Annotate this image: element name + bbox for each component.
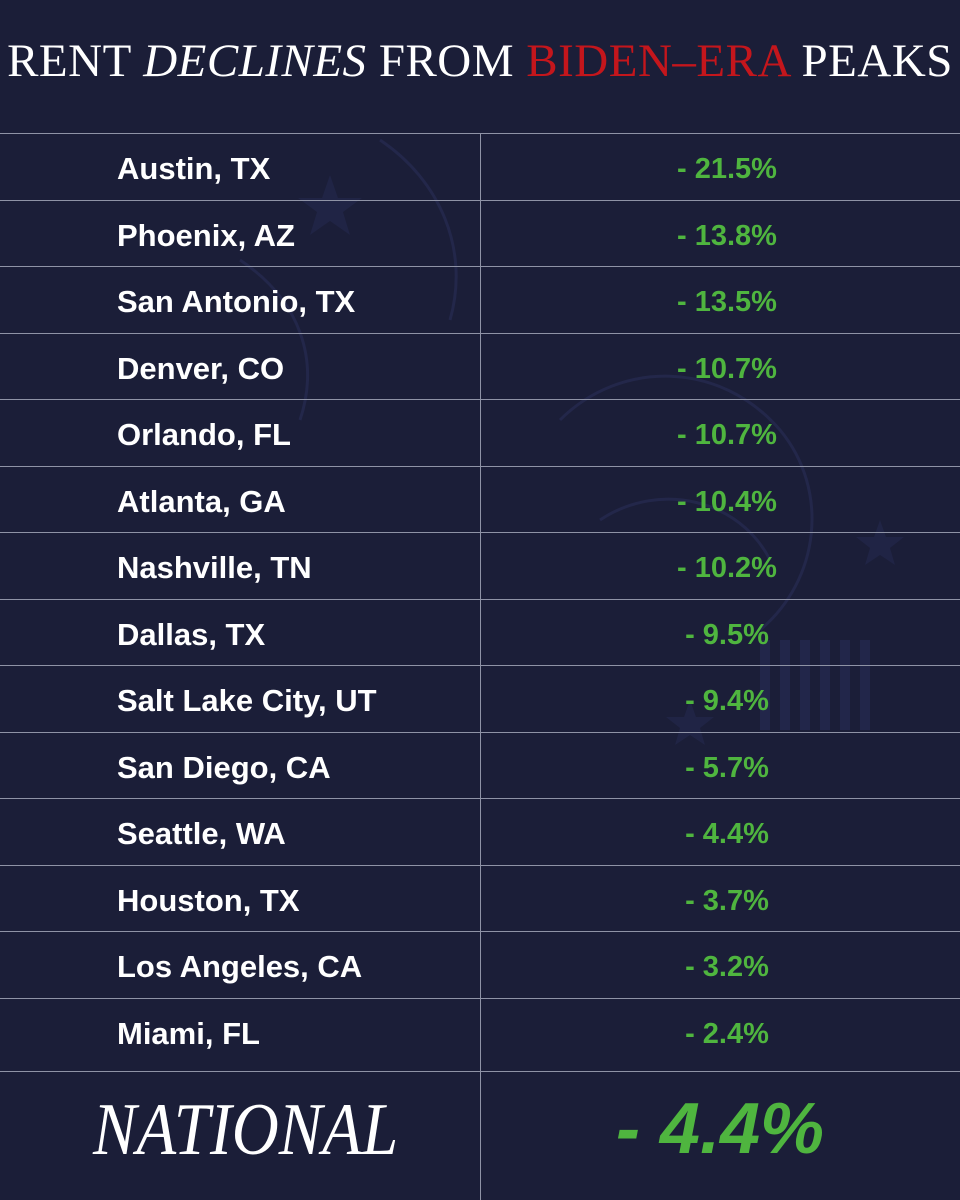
city-label: Orlando, FL — [117, 417, 291, 452]
decline-value: - 5.7% — [685, 751, 769, 784]
title-part-declines: DECLINES — [143, 35, 367, 87]
table-row: Seattle, WA - 4.4% — [0, 798, 960, 865]
city-label: Nashville, TN — [117, 550, 312, 585]
title-part-peaks: PEAKS — [789, 35, 953, 87]
city-label: Phoenix, AZ — [117, 217, 295, 253]
national-label: NATIONAL — [93, 1089, 399, 1171]
decline-value: - 2.4% — [685, 1017, 769, 1050]
decline-value: - 3.7% — [685, 884, 769, 917]
decline-value: - 10.2% — [677, 552, 777, 584]
decline-value: - 4.4% — [685, 818, 769, 850]
decline-value: - 13.5% — [677, 286, 777, 318]
city-label: Los Angeles, CA — [117, 949, 363, 984]
decline-value: - 10.7% — [677, 419, 777, 451]
city-label: Atlanta, GA — [117, 483, 286, 519]
page-title: RENT DECLINES FROM BIDEN–ERA PEAKS — [0, 38, 960, 85]
city-label: San Diego, CA — [117, 749, 331, 785]
national-row: NATIONAL - 4.4% — [0, 1071, 960, 1200]
city-label: San Antonio, TX — [117, 284, 356, 319]
national-value: - 4.4% — [615, 1089, 825, 1169]
table-row: Miami, FL - 2.4% — [0, 997, 960, 1065]
title-part-rent: RENT — [7, 35, 144, 87]
table-row: Austin, TX - 21.5% — [0, 133, 960, 200]
decline-value: - 10.4% — [677, 485, 777, 518]
title-part-from: FROM — [366, 35, 527, 87]
table-row: Salt Lake City, UT - 9.4% — [0, 665, 960, 732]
decline-value: - 10.7% — [677, 352, 777, 385]
decline-value: - 13.8% — [677, 219, 777, 252]
city-label: Austin, TX — [117, 151, 271, 186]
decline-value: - 9.5% — [685, 618, 769, 651]
decline-value: - 21.5% — [677, 153, 777, 185]
decline-value: - 9.4% — [685, 685, 769, 717]
column-divider — [480, 133, 481, 1200]
city-label: Seattle, WA — [117, 816, 286, 851]
decline-value: - 3.2% — [685, 951, 769, 983]
city-label: Houston, TX — [117, 882, 300, 918]
city-label: Denver, CO — [117, 350, 285, 386]
city-label: Salt Lake City, UT — [117, 683, 377, 718]
table-row: San Antonio, TX - 13.5% — [0, 266, 960, 333]
title-part-biden-era: BIDEN–ERA — [526, 35, 790, 87]
city-label: Dallas, TX — [117, 616, 266, 652]
city-label: Miami, FL — [117, 1015, 260, 1051]
